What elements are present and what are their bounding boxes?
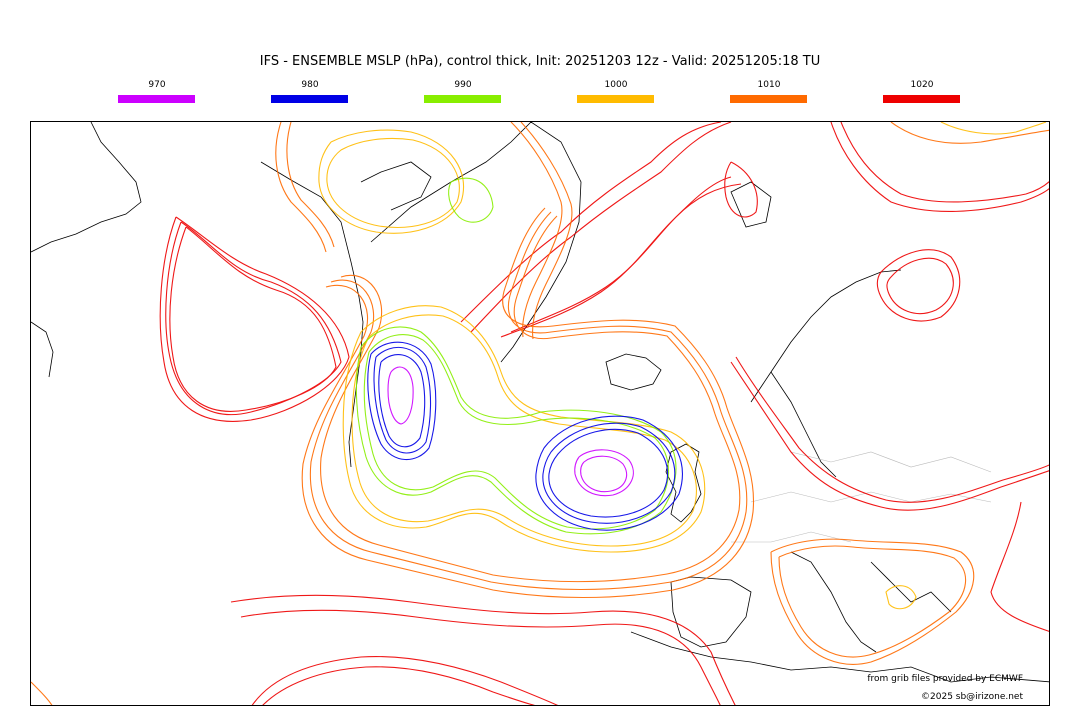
legend-label: 990: [454, 80, 472, 90]
legend-swatch: [118, 95, 195, 103]
legend-swatch: [271, 95, 348, 103]
coastline-baffin: [360, 161, 432, 211]
borders: [731, 451, 992, 543]
isobars-1020: [159, 122, 1049, 705]
isobars-990: [355, 177, 677, 535]
legend-label: 1010: [757, 80, 781, 90]
isobars-1000: [318, 122, 1047, 610]
legend-label: 980: [301, 80, 319, 90]
legend-item-970: 970: [118, 80, 196, 103]
map-title: IFS - ENSEMBLE MSLP (hPa), control thick…: [259, 54, 821, 69]
coastline-greenland: [370, 122, 582, 363]
legend-item-980: 980: [271, 80, 349, 103]
coastline-svalbard: [730, 181, 772, 228]
mslp-map: from grib files provided by ECMWF ©2025 …: [30, 121, 1050, 706]
legend-item-990: 990: [424, 80, 502, 103]
isobars-980: [367, 341, 683, 531]
isobars-970: [387, 366, 634, 497]
coastline-iceland: [605, 353, 662, 391]
copyright-credit: ©2025 sb@irizone.net: [921, 692, 1023, 702]
coastline-scandinavia: [750, 269, 902, 478]
legend-label: 1000: [604, 80, 628, 90]
legend-item-1000: 1000: [577, 80, 655, 103]
legend-label: 1020: [910, 80, 934, 90]
legend-swatch: [577, 95, 654, 103]
isobars-1010: [31, 122, 1049, 705]
legend-swatch: [424, 95, 501, 103]
data-source-credit: from grib files provided by ECMWF: [867, 674, 1023, 684]
legend-item-1020: 1020: [883, 80, 961, 103]
legend-swatch: [883, 95, 960, 103]
coastlines: [31, 122, 1049, 683]
coastline-north-africa: [630, 631, 1049, 683]
coastline-canada-east: [260, 161, 364, 468]
legend-item-1010: 1010: [730, 80, 808, 103]
coastline-north-america: [31, 122, 142, 253]
coastline-iberia: [670, 576, 752, 648]
legend-swatch: [730, 95, 807, 103]
coastline-hudson: [31, 321, 54, 378]
coastline-italy-balkans: [790, 551, 952, 653]
legend-label: 970: [148, 80, 166, 90]
